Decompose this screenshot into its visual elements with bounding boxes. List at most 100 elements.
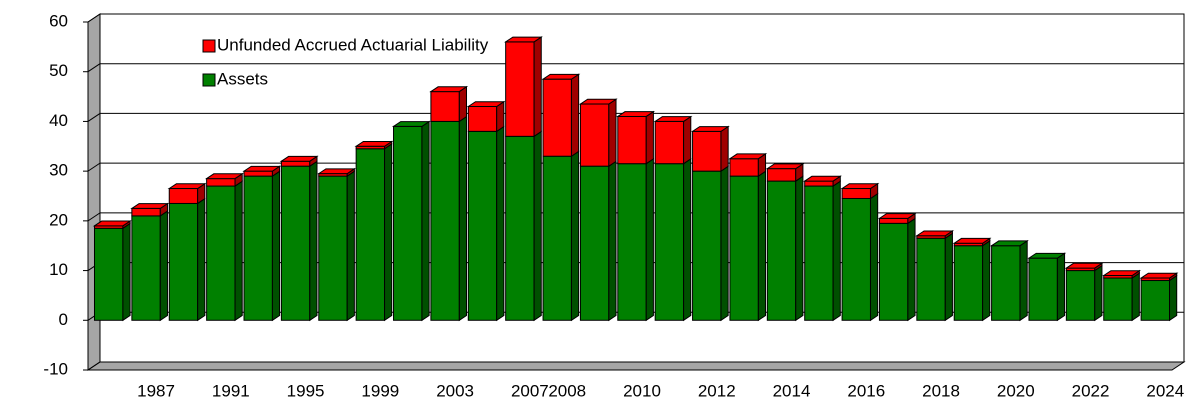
x-tick-label: 2018 bbox=[922, 381, 960, 400]
bar-side bbox=[533, 130, 542, 322]
bar bbox=[841, 188, 871, 199]
x-tick-label: 2016 bbox=[847, 381, 885, 400]
bar-top bbox=[354, 140, 394, 147]
bar-side bbox=[234, 180, 243, 322]
bar-side bbox=[197, 197, 206, 322]
x-tick-label: 2022 bbox=[1072, 381, 1110, 400]
bar-top bbox=[167, 183, 207, 190]
x-tick-label: 1995 bbox=[287, 381, 325, 400]
bar-side bbox=[1169, 274, 1178, 322]
bar-top bbox=[242, 165, 282, 172]
bar bbox=[430, 120, 460, 321]
bar bbox=[692, 170, 722, 321]
bar bbox=[579, 165, 610, 321]
bar bbox=[579, 103, 610, 167]
bar bbox=[542, 155, 572, 321]
x-tick-label: 2003 bbox=[436, 381, 474, 400]
bar-top bbox=[1139, 272, 1179, 279]
bar bbox=[729, 175, 759, 321]
bar bbox=[729, 158, 759, 177]
x-tick-label: 2008 bbox=[548, 381, 586, 400]
bar-side bbox=[533, 36, 542, 138]
bar-top bbox=[803, 175, 842, 182]
bar-top bbox=[653, 116, 693, 122]
y-tick-label: 50 bbox=[49, 61, 68, 80]
bar-side bbox=[720, 165, 729, 322]
bar-top bbox=[616, 111, 656, 117]
bar bbox=[916, 237, 946, 321]
bar-side bbox=[608, 160, 617, 322]
bar bbox=[355, 148, 386, 321]
legend-swatch bbox=[202, 73, 216, 87]
bar bbox=[1065, 270, 1096, 321]
grid-line bbox=[87, 361, 101, 371]
bar-top bbox=[1102, 270, 1141, 277]
bar-side bbox=[384, 143, 393, 322]
bar-top bbox=[541, 73, 581, 80]
bar-top bbox=[391, 121, 431, 127]
bar-top bbox=[877, 213, 917, 219]
bar bbox=[505, 41, 535, 137]
bar-top bbox=[92, 220, 132, 227]
x-tick-label: 1991 bbox=[212, 381, 250, 400]
y-tick-label: 10 bbox=[49, 260, 68, 279]
bar-top bbox=[1027, 252, 1067, 259]
bar-side bbox=[645, 110, 654, 165]
bar-top bbox=[840, 183, 880, 190]
bar bbox=[393, 125, 423, 321]
legend-label: Assets bbox=[217, 69, 268, 88]
floor bbox=[86, 361, 1186, 371]
bar bbox=[804, 180, 834, 187]
grid-line bbox=[87, 63, 101, 73]
bar-side bbox=[1019, 239, 1028, 322]
bar bbox=[318, 175, 348, 321]
x-tick-label: 2012 bbox=[698, 381, 736, 400]
bar-side bbox=[832, 180, 841, 322]
x-tick-label: 2024 bbox=[1146, 381, 1184, 400]
bar bbox=[206, 185, 236, 321]
bar-side bbox=[720, 125, 729, 173]
bar bbox=[280, 165, 311, 321]
bar-top bbox=[504, 36, 543, 43]
bar bbox=[1028, 257, 1058, 321]
bar bbox=[878, 217, 909, 224]
bar bbox=[131, 207, 161, 217]
bar-side bbox=[570, 73, 580, 158]
bar bbox=[542, 78, 572, 157]
bar-side bbox=[309, 160, 318, 322]
bar-side bbox=[458, 115, 468, 322]
bar-side bbox=[645, 157, 654, 322]
grid-line bbox=[87, 113, 101, 122]
x-tick-label: 2007 bbox=[511, 381, 549, 400]
bar bbox=[467, 106, 498, 132]
bar-top bbox=[989, 240, 1029, 247]
bar-side bbox=[570, 150, 580, 322]
x-tick-label: 1987 bbox=[137, 381, 175, 400]
grid-line bbox=[87, 162, 101, 172]
bar-side bbox=[458, 85, 468, 123]
bar-top bbox=[317, 168, 357, 175]
bar-top bbox=[279, 155, 319, 162]
bar-side bbox=[608, 98, 617, 168]
bar bbox=[1140, 280, 1171, 321]
x-tick-label: 2010 bbox=[623, 381, 661, 400]
bar-top bbox=[1064, 262, 1104, 269]
bar-top bbox=[728, 153, 768, 160]
bar bbox=[766, 180, 797, 321]
x-tick-label: 2020 bbox=[997, 381, 1035, 400]
y-tick-label: 20 bbox=[49, 210, 68, 229]
bar-side bbox=[795, 175, 804, 322]
bar bbox=[243, 170, 273, 177]
bar bbox=[505, 135, 535, 321]
bar-side bbox=[982, 239, 991, 322]
y-tick-label: 0 bbox=[59, 310, 68, 329]
bar bbox=[991, 245, 1021, 321]
y-tick-label: 60 bbox=[49, 11, 68, 30]
legend-label: Unfunded Accrued Actuarial Liability bbox=[217, 35, 489, 54]
bar-top bbox=[915, 230, 955, 237]
bar bbox=[804, 185, 834, 321]
bar-side bbox=[271, 170, 281, 322]
bar-side bbox=[421, 120, 430, 322]
bar bbox=[1103, 277, 1133, 321]
bar-side bbox=[122, 222, 131, 322]
